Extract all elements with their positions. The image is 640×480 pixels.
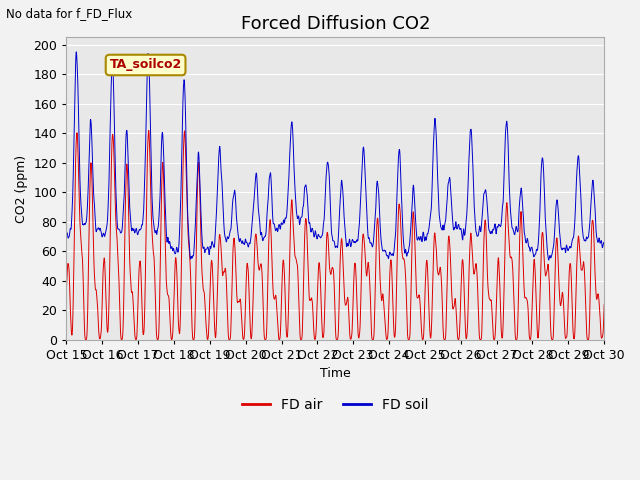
Text: No data for f_FD_Flux: No data for f_FD_Flux bbox=[6, 7, 132, 20]
Legend: FD air, FD soil: FD air, FD soil bbox=[237, 392, 434, 418]
Y-axis label: CO2 (ppm): CO2 (ppm) bbox=[15, 155, 28, 223]
Text: TA_soilco2: TA_soilco2 bbox=[109, 59, 182, 72]
X-axis label: Time: Time bbox=[320, 367, 351, 380]
Title: Forced Diffusion CO2: Forced Diffusion CO2 bbox=[241, 15, 430, 33]
